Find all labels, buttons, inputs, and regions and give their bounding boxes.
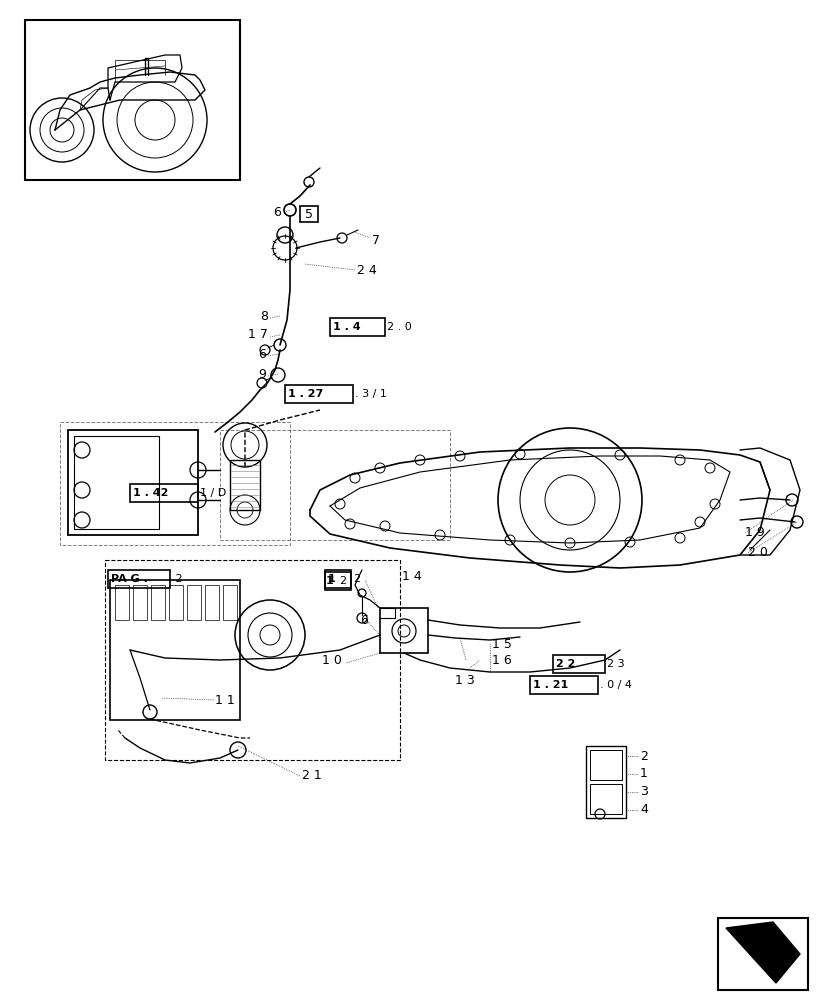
Text: 2 2: 2 2: [555, 659, 575, 669]
Text: 2 1: 2 1: [302, 769, 322, 782]
Text: 2: 2: [639, 750, 647, 762]
Bar: [590, 750, 621, 780]
Text: 2: 2: [352, 574, 360, 584]
Bar: [169, 585, 183, 620]
Bar: [590, 784, 621, 814]
Text: 6: 6: [273, 207, 280, 220]
Bar: [110, 580, 240, 720]
Bar: [130, 484, 198, 502]
Text: 1: 1: [326, 576, 333, 586]
Text: 1 5: 1 5: [491, 638, 511, 650]
Bar: [299, 206, 318, 222]
Text: 6: 6: [360, 613, 367, 626]
Bar: [330, 318, 385, 336]
Text: 5: 5: [304, 208, 313, 221]
Text: 1̇ / D: 1̇ / D: [200, 488, 226, 498]
Bar: [108, 570, 170, 588]
Text: 8: 8: [260, 310, 268, 322]
Text: 4: 4: [639, 803, 647, 816]
Text: . 0 / 4: . 0 / 4: [600, 680, 631, 690]
Bar: [230, 460, 260, 510]
Text: 1 . 21: 1 . 21: [533, 680, 567, 690]
Polygon shape: [725, 922, 799, 983]
Bar: [68, 430, 198, 535]
Text: 7: 7: [371, 234, 380, 247]
Text: 2: 2: [172, 574, 183, 584]
Bar: [325, 570, 351, 588]
Text: 2 3: 2 3: [606, 659, 624, 669]
Text: 6: 6: [258, 348, 265, 360]
Text: 1 3: 1 3: [455, 674, 474, 688]
Bar: [586, 746, 625, 818]
Bar: [529, 676, 597, 694]
Bar: [380, 608, 428, 653]
Text: 1 . 42: 1 . 42: [133, 488, 168, 498]
Text: 1 6: 1 6: [491, 654, 511, 668]
Bar: [187, 585, 201, 620]
Bar: [25, 20, 240, 180]
Bar: [74, 436, 159, 529]
Text: 1 . 27: 1 . 27: [288, 389, 323, 399]
Bar: [133, 585, 147, 620]
Text: 1: 1: [327, 574, 335, 584]
Text: 2 0: 2 0: [747, 546, 767, 560]
Text: 1: 1: [639, 767, 647, 780]
Text: 1 1: 1 1: [215, 694, 235, 706]
Text: . 3 / 1: . 3 / 1: [355, 389, 386, 399]
Text: 1 0: 1 0: [322, 654, 342, 668]
Text: 9: 9: [258, 367, 265, 380]
Text: 2 . 0: 2 . 0: [386, 322, 411, 332]
Bar: [151, 585, 165, 620]
Bar: [284, 385, 352, 403]
Bar: [325, 572, 351, 590]
Text: 1 . 4: 1 . 4: [332, 322, 361, 332]
Bar: [717, 918, 807, 990]
Text: 1 7: 1 7: [248, 328, 268, 342]
Text: 2 4: 2 4: [356, 263, 376, 276]
Text: 1 4: 1 4: [402, 570, 421, 584]
Bar: [115, 585, 129, 620]
Text: 1 9: 1 9: [744, 526, 764, 540]
Text: 3: 3: [639, 785, 647, 798]
Bar: [222, 585, 237, 620]
Text: 2: 2: [338, 576, 346, 586]
Bar: [552, 655, 605, 673]
Bar: [205, 585, 218, 620]
Text: PA G .: PA G .: [111, 574, 148, 584]
